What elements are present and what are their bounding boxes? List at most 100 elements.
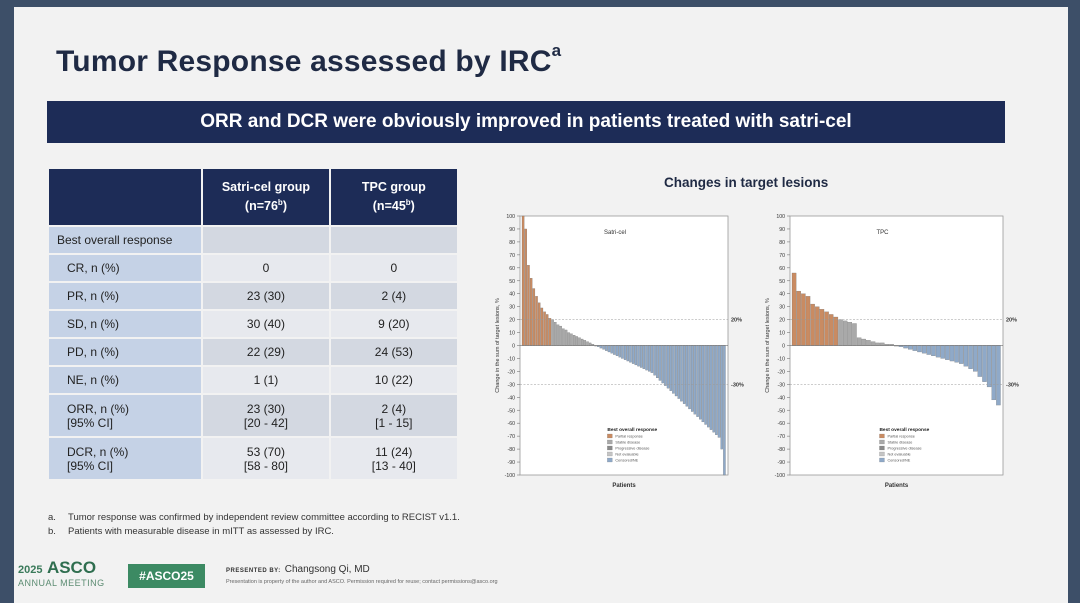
data-bar: [856, 337, 862, 346]
data-bar: [935, 345, 941, 358]
y-tick-label: 10: [509, 331, 515, 337]
data-bar: [543, 311, 546, 346]
data-bar: [715, 345, 718, 435]
data-bar: [926, 345, 931, 355]
asco-logo: 2025 ASCO ANNUAL MEETING: [18, 558, 105, 588]
y-tick-label: 90: [509, 227, 515, 233]
key-message-banner: ORR and DCR were obviously improved in p…: [47, 101, 1005, 143]
y-tick-label: -60: [778, 421, 786, 427]
data-bar: [986, 345, 992, 388]
table-row: PD, n (%) 22 (29) 24 (53): [46, 337, 460, 367]
y-tick-label: 40: [779, 292, 785, 298]
data-bar: [669, 345, 672, 391]
legend-swatch: [607, 439, 613, 445]
cell-tpc: 11 (24) [13 - 40]: [328, 436, 460, 481]
data-bar: [567, 332, 570, 346]
y-tick-label: -80: [778, 447, 786, 453]
data-bar: [556, 324, 560, 346]
data-bar: [650, 345, 654, 373]
cell-satri: 23 (30): [201, 281, 331, 311]
y-tick-label: 70: [779, 253, 785, 259]
legend-item: Censored/NE: [887, 459, 910, 463]
y-tick-label: -100: [775, 473, 785, 479]
y-tick-label: 100: [776, 214, 785, 220]
panel-label: TPC: [877, 230, 890, 236]
data-bar: [661, 345, 664, 384]
row-label: DCR, n (%) [95% CI]: [46, 436, 204, 481]
y-tick-label: 90: [779, 227, 785, 233]
legend-item: Progressive disease: [615, 447, 649, 451]
legend-swatch: [607, 451, 613, 457]
data-bar: [903, 345, 908, 349]
data-bar: [699, 345, 702, 420]
x-axis-label: Patients: [612, 483, 636, 489]
data-bar: [968, 345, 973, 369]
row-label: PD, n (%): [46, 337, 204, 367]
data-bar: [693, 345, 697, 415]
data-bar: [559, 325, 562, 346]
data-bar: [866, 340, 871, 346]
data-bar: [717, 345, 721, 438]
data-bar: [602, 345, 605, 350]
row-label: ORR, n (%) [95% CI]: [46, 393, 204, 438]
section-label: Best overall response: [46, 225, 204, 255]
y-tick-label: -50: [778, 408, 786, 414]
y-tick-label: -10: [778, 356, 786, 362]
data-bar: [656, 345, 659, 378]
legend-item: Partial response: [887, 435, 914, 439]
presenter: PRESENTED BY: Changsong Qi, MD: [226, 564, 370, 575]
data-bar: [796, 290, 801, 346]
data-bar: [875, 342, 880, 346]
y-tick-label: -10: [508, 356, 516, 362]
legend-swatch: [607, 457, 613, 463]
cell-tpc: 0: [328, 253, 460, 283]
data-bar: [805, 296, 811, 346]
data-bar: [696, 345, 699, 417]
y-tick-label: -60: [508, 421, 516, 427]
data-bar: [720, 345, 723, 450]
data-bar: [682, 345, 686, 404]
y-tick-label: -30: [778, 382, 786, 388]
data-bar: [945, 345, 950, 360]
row-label: CR, n (%): [46, 253, 204, 283]
y-tick-label: -50: [508, 408, 516, 414]
data-bar: [940, 345, 945, 359]
data-bar: [564, 329, 568, 346]
y-tick-label: 80: [779, 240, 785, 246]
data-bar: [599, 345, 603, 349]
data-bar: [653, 345, 656, 376]
y-tick-label: -20: [508, 369, 516, 375]
data-bar: [847, 322, 853, 346]
data-bar: [824, 311, 829, 346]
data-bar: [810, 303, 815, 346]
data-bar: [959, 345, 964, 364]
y-tick-label: 50: [779, 279, 785, 285]
data-bar: [588, 342, 592, 346]
data-bar: [626, 345, 629, 362]
cell-tpc: 9 (20): [328, 309, 460, 339]
y-tick-label: -20: [778, 369, 786, 375]
table-row: NE, n (%) 1 (1) 10 (22): [46, 365, 460, 395]
cell-satri: 22 (29): [201, 337, 331, 367]
table-row: Best overall response: [46, 225, 460, 255]
data-bar: [580, 338, 584, 346]
data-bar: [615, 345, 619, 356]
slide: Tumor Response assessed by IRCa ORR and …: [14, 7, 1068, 603]
legend-item: Stable disease: [615, 441, 640, 445]
waterfall-chart-satri-cel: 1009080706050403020100-10-20-30-40-50-60…: [495, 214, 744, 489]
legend-swatch: [879, 439, 885, 445]
data-bar: [954, 345, 959, 363]
legend-swatch: [879, 457, 885, 463]
data-bar: [583, 340, 587, 346]
page-title: Tumor Response assessed by IRCa: [56, 41, 562, 78]
data-bar: [535, 296, 538, 346]
data-bar: [991, 345, 996, 401]
data-bar: [709, 345, 713, 430]
data-bar: [623, 345, 627, 360]
y-tick-label: -100: [505, 473, 515, 479]
legend-item: Not evaluable: [615, 453, 638, 457]
data-bar: [688, 345, 691, 410]
y-tick-label: 50: [509, 279, 515, 285]
cell-tpc: 24 (53): [328, 337, 460, 367]
data-bar: [570, 333, 573, 346]
